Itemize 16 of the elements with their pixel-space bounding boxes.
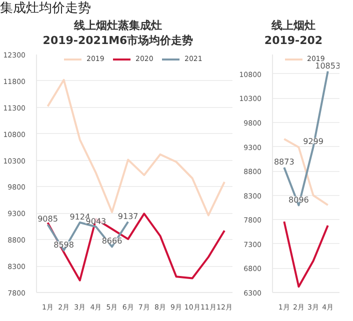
data-label: 8096	[288, 195, 309, 204]
data-label: 8873	[274, 158, 294, 167]
data-label: 8598	[54, 240, 74, 250]
text: 集成灶均价走势	[0, 0, 91, 18]
data-label: 9124	[70, 212, 90, 222]
chart-subtitle: 2019-202	[264, 33, 323, 48]
line-series	[283, 220, 329, 288]
data-label: 9137	[118, 212, 138, 221]
data-label: 10853	[315, 61, 341, 70]
chart-subtitle: 2019-2021M6市场均价走势	[42, 33, 194, 48]
chart-title: 线上烟灶	[272, 18, 316, 33]
data-label: 9299	[303, 136, 324, 146]
data-label: 8666	[102, 236, 122, 246]
data-label: 9085	[38, 214, 58, 224]
chart-title: 线上烟灶蒸集成灶	[74, 18, 162, 33]
data-label: 9043	[86, 216, 106, 226]
